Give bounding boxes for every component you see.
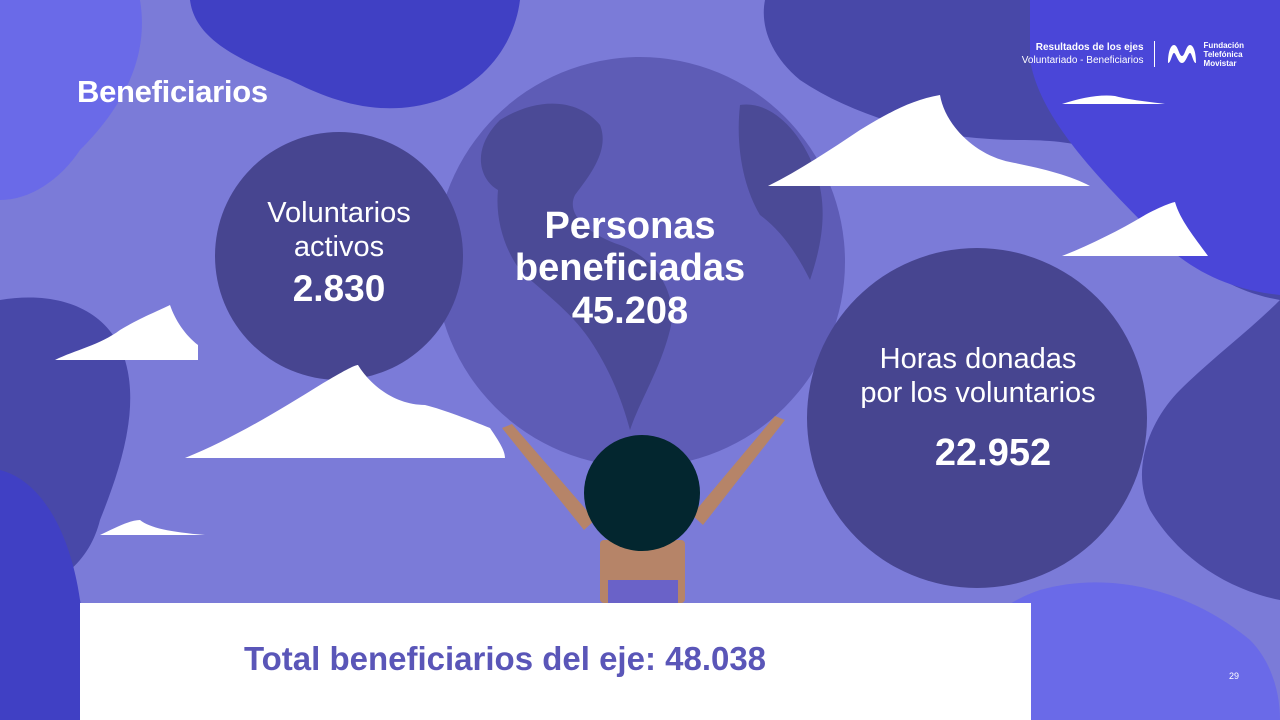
blob-bottom-right — [958, 582, 1280, 720]
logo-line-2: Telefónica — [1203, 49, 1243, 59]
person-shirt — [608, 580, 678, 603]
stat-voluntarios-label-2: activos — [293, 231, 385, 263]
stat-personas-value: 45.208 — [571, 290, 689, 332]
stat-horas-label-2: por los voluntarios — [860, 377, 1096, 409]
header: Resultados de los ejes Voluntariado - Be… — [1022, 36, 1244, 72]
bottom-bar — [80, 603, 1031, 720]
circle-horas — [807, 248, 1147, 588]
slide-title: Beneficiarios — [77, 74, 268, 109]
stat-voluntarios-value: 2.830 — [292, 268, 386, 309]
header-text: Resultados de los ejes Voluntariado - Be… — [1022, 41, 1155, 67]
blob-top-center — [190, 0, 520, 109]
logo-line-1: Fundación — [1203, 40, 1244, 50]
movistar-m-icon — [1167, 45, 1196, 63]
page-number: 29 — [1228, 671, 1239, 681]
blob-right-side — [1141, 300, 1280, 600]
header-line-2: Voluntariado - Beneficiarios — [1021, 55, 1144, 66]
logo-text: Fundación Telefónica Movistar — [1199, 41, 1244, 68]
stat-horas-label-1: Horas donadas — [879, 343, 1077, 375]
cloud-right-tiny — [1062, 95, 1165, 104]
logo: Fundación Telefónica Movistar — [1155, 41, 1244, 68]
blob-corner-right — [1030, 0, 1280, 295]
person-arm-left — [502, 424, 595, 530]
cloud-center-left — [185, 365, 505, 458]
stat-personas: Personas beneficiadas 45.208 — [480, 205, 780, 333]
stat-personas-label-1: Personas — [544, 205, 716, 247]
person-arm-right — [692, 416, 785, 525]
stat-voluntarios-label-1: Voluntarios — [267, 197, 411, 229]
cloud-left — [55, 305, 198, 360]
stat-horas: Horas donadas por los voluntarios 22.952 — [808, 342, 1148, 476]
header-line-1: Resultados de los ejes — [1035, 42, 1144, 53]
stat-personas-label-2: beneficiadas — [514, 247, 746, 289]
cloud-small-left — [100, 520, 205, 535]
globe-continent — [480, 103, 672, 431]
cloud-right-small — [1062, 202, 1208, 256]
blob-left-top — [0, 0, 142, 200]
stat-voluntarios: Voluntarios activos 2.830 — [214, 196, 464, 312]
logo-line-3: Movistar — [1203, 58, 1237, 68]
person-hair — [584, 435, 700, 551]
cloud-top-right — [768, 95, 1090, 186]
total-beneficiarios: Total beneficiarios del eje: 48.038 — [243, 640, 767, 677]
globe-continent-east — [738, 104, 823, 281]
stat-horas-value: 22.952 — [934, 432, 1052, 474]
blob-left-bottom — [0, 470, 200, 720]
circle-voluntarios — [215, 132, 463, 380]
